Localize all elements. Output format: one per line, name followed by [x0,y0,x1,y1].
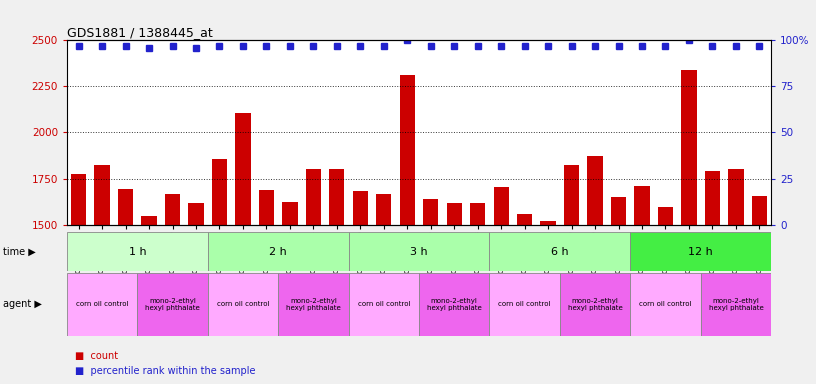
Text: corn oil control: corn oil control [217,301,269,307]
Bar [259,190,274,225]
Bar [212,159,227,225]
Text: 2 h: 2 h [269,247,287,257]
Text: 3 h: 3 h [410,247,428,257]
Bar [494,187,509,225]
Text: agent ▶: agent ▶ [3,299,42,310]
Text: ■  count: ■ count [75,351,118,361]
Text: mono-2-ethyl
hexyl phthalate: mono-2-ethyl hexyl phthalate [145,298,200,311]
Bar [235,113,251,225]
Bar [630,232,771,271]
Bar [95,165,109,225]
Bar [278,273,348,336]
Bar [446,202,462,225]
Text: GDS1881 / 1388445_at: GDS1881 / 1388445_at [67,26,213,39]
Bar [329,169,344,225]
Bar [634,186,650,225]
Bar [517,214,532,225]
Bar [400,75,415,225]
Bar [141,216,157,225]
Text: mono-2-ethyl
hexyl phthalate: mono-2-ethyl hexyl phthalate [286,298,341,311]
Bar [701,273,771,336]
Bar [611,197,626,225]
Text: 6 h: 6 h [551,247,569,257]
Text: corn oil control: corn oil control [499,301,551,307]
Text: ■  percentile rank within the sample: ■ percentile rank within the sample [75,366,255,376]
Bar [348,273,419,336]
Bar [658,207,673,225]
Bar [540,221,556,225]
Bar [67,273,137,336]
Bar [560,273,630,336]
Text: corn oil control: corn oil control [357,301,410,307]
Bar [705,171,720,225]
Bar [208,232,348,271]
Bar [490,273,560,336]
Text: time ▶: time ▶ [3,247,36,257]
Bar [282,202,298,225]
Bar [419,273,490,336]
Bar [348,232,490,271]
Bar [208,273,278,336]
Text: corn oil control: corn oil control [639,301,692,307]
Bar [630,273,701,336]
Text: mono-2-ethyl
hexyl phthalate: mono-2-ethyl hexyl phthalate [708,298,763,311]
Bar [137,273,208,336]
Text: corn oil control: corn oil control [76,301,128,307]
Bar [564,165,579,225]
Bar [470,204,486,225]
Bar [729,169,743,225]
Bar [376,194,392,225]
Text: mono-2-ethyl
hexyl phthalate: mono-2-ethyl hexyl phthalate [568,298,623,311]
Bar [752,196,767,225]
Text: 1 h: 1 h [129,247,146,257]
Bar [490,232,630,271]
Bar [306,169,321,225]
Bar [424,199,438,225]
Bar [681,70,697,225]
Bar [165,194,180,225]
Bar [353,190,368,225]
Bar [588,156,603,225]
Bar [118,189,133,225]
Bar [67,232,208,271]
Bar [188,202,204,225]
Bar [71,174,86,225]
Text: 12 h: 12 h [689,247,713,257]
Text: mono-2-ethyl
hexyl phthalate: mono-2-ethyl hexyl phthalate [427,298,481,311]
